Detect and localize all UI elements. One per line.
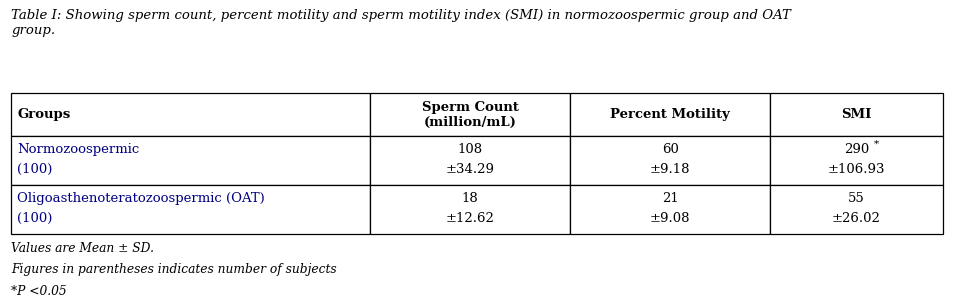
Bar <box>11 93 370 136</box>
Text: Figures in parentheses indicates number of subjects: Figures in parentheses indicates number … <box>11 263 336 276</box>
Text: 60: 60 <box>661 143 678 156</box>
Text: ±34.29: ±34.29 <box>445 163 494 176</box>
Bar <box>769 93 942 136</box>
Bar <box>570 93 769 136</box>
Text: Groups: Groups <box>17 108 71 121</box>
Bar <box>11 136 370 185</box>
Bar <box>370 185 570 234</box>
Text: *: * <box>873 140 878 149</box>
Text: Table I: Showing sperm count, percent motility and sperm motility index (SMI) in: Table I: Showing sperm count, percent mo… <box>11 9 790 37</box>
Text: 21: 21 <box>661 192 678 205</box>
Text: Sperm Count
(million/mL): Sperm Count (million/mL) <box>421 101 517 129</box>
Text: ±9.08: ±9.08 <box>649 212 690 225</box>
Text: *P <0.05: *P <0.05 <box>11 285 67 296</box>
Text: ±26.02: ±26.02 <box>831 212 880 225</box>
Text: Oligoasthenoteratozoospermic (OAT): Oligoasthenoteratozoospermic (OAT) <box>17 192 265 205</box>
Text: SMI: SMI <box>841 108 871 121</box>
Bar <box>370 93 570 136</box>
Text: ±106.93: ±106.93 <box>827 163 884 176</box>
Text: Values are Mean ± SD.: Values are Mean ± SD. <box>11 242 154 255</box>
Text: 55: 55 <box>847 192 863 205</box>
Bar <box>11 185 370 234</box>
Text: 18: 18 <box>461 192 477 205</box>
Bar <box>370 136 570 185</box>
Text: 108: 108 <box>457 143 482 156</box>
Bar <box>570 185 769 234</box>
Text: Percent Motility: Percent Motility <box>610 108 729 121</box>
Text: Normozoospermic: Normozoospermic <box>17 143 139 156</box>
Bar <box>769 185 942 234</box>
Text: (100): (100) <box>17 212 52 225</box>
Text: (100): (100) <box>17 163 52 176</box>
Bar <box>570 136 769 185</box>
Text: ±9.18: ±9.18 <box>649 163 690 176</box>
Bar <box>769 136 942 185</box>
Text: ±12.62: ±12.62 <box>445 212 494 225</box>
Text: 290: 290 <box>842 143 868 156</box>
